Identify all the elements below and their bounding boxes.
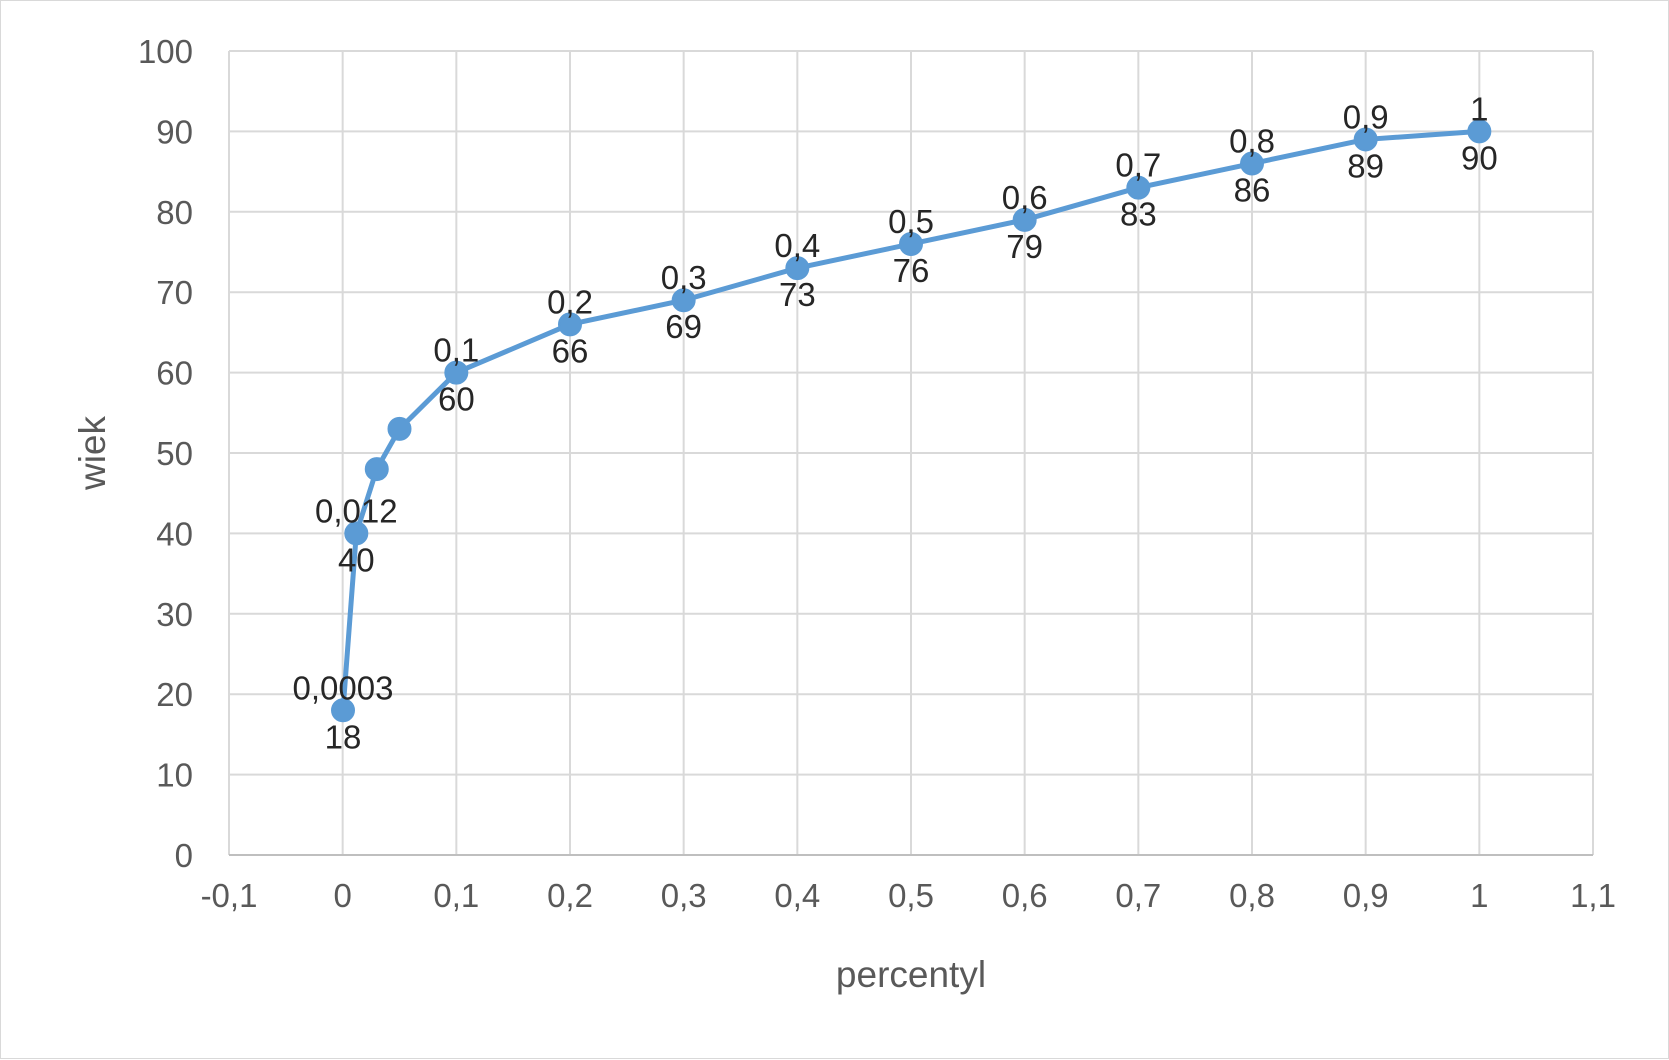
data-point xyxy=(1353,127,1378,152)
data-label-y: 60 xyxy=(438,381,475,418)
data-point xyxy=(1240,151,1264,176)
data-point xyxy=(344,521,369,546)
data-label-x: 0,1 xyxy=(433,332,479,369)
data-point xyxy=(671,288,696,313)
data-label-y: 90 xyxy=(1461,139,1498,176)
data-label-y: 83 xyxy=(1120,196,1157,233)
data-label-y: 89 xyxy=(1347,147,1384,184)
x-tick-label: 0,7 xyxy=(1115,877,1161,914)
data-point xyxy=(899,231,923,256)
x-tick-label: 0,6 xyxy=(1002,877,1048,914)
data-point xyxy=(1467,119,1492,144)
y-tick-label: 70 xyxy=(156,274,193,311)
y-tick-label: 90 xyxy=(156,113,193,150)
x-tick-label: 1,1 xyxy=(1570,877,1616,914)
data-label-x: 1 xyxy=(1470,90,1488,127)
data-label-x: 0,3 xyxy=(661,259,707,296)
data-point xyxy=(444,360,469,385)
data-label-x: 0,5 xyxy=(888,203,934,240)
y-tick-label: 40 xyxy=(156,515,193,552)
data-label-x: 0,9 xyxy=(1343,98,1389,135)
data-series xyxy=(331,119,1492,723)
data-point xyxy=(785,256,810,281)
x-tick-label: 0 xyxy=(333,877,351,914)
data-label-x: 0,4 xyxy=(774,227,820,264)
data-label-y: 73 xyxy=(779,276,816,313)
data-label-y: 69 xyxy=(665,308,702,345)
tick-labels: -0,1 0 0,1 0,2 0,3 0,4 0,5 0,6 0,7 0,8 0,9 1 1,10102… xyxy=(138,33,1616,914)
y-tick-label: 100 xyxy=(138,33,193,70)
gridlines xyxy=(228,50,1594,855)
data-point xyxy=(364,457,389,482)
x-tick-label: 0,8 xyxy=(1229,877,1275,914)
x-tick-label: 0,4 xyxy=(774,877,820,914)
data-label-y: 76 xyxy=(893,252,930,289)
data-point xyxy=(387,416,412,441)
x-tick-label: 0,9 xyxy=(1343,877,1389,914)
data-point xyxy=(331,698,356,723)
x-tick-label: 0,2 xyxy=(547,877,593,914)
data-labels: 0,0003 18 0,012 40 0,1 60 0,2 66 0,3 69 0,4 73 0,5 76… xyxy=(293,90,1498,755)
y-axis-title: wiek xyxy=(72,415,113,491)
data-label-x: 0,6 xyxy=(1002,179,1048,216)
data-label-x: 0,8 xyxy=(1229,123,1275,160)
x-axis-title: percentyl xyxy=(836,954,986,995)
data-label-y: 40 xyxy=(338,541,375,578)
data-label-x: 0,012 xyxy=(315,492,398,529)
data-label-x: 0,0003 xyxy=(293,669,394,706)
y-tick-label: 0 xyxy=(175,837,193,874)
x-tick-label: -0,1 xyxy=(201,877,258,914)
y-tick-label: 50 xyxy=(156,435,193,472)
y-tick-label: 60 xyxy=(156,355,193,392)
x-tick-label: 0,5 xyxy=(888,877,934,914)
x-tick-label: 0,1 xyxy=(433,877,479,914)
data-point xyxy=(1012,207,1037,232)
data-label-y: 79 xyxy=(1006,228,1043,265)
data-point xyxy=(558,312,582,337)
x-tick-label: 0,3 xyxy=(661,877,707,914)
data-label-x: 0,2 xyxy=(547,283,593,320)
data-point xyxy=(1126,175,1151,200)
data-label-x: 0,7 xyxy=(1115,147,1161,184)
y-tick-label: 10 xyxy=(156,757,193,794)
y-tick-label: 80 xyxy=(156,194,193,231)
y-tick-label: 20 xyxy=(156,676,193,713)
data-label-y: 18 xyxy=(325,718,362,755)
data-label-y: 66 xyxy=(552,332,589,369)
data-label-y: 86 xyxy=(1234,172,1271,209)
y-tick-label: 30 xyxy=(156,596,193,633)
x-tick-label: 1 xyxy=(1470,877,1488,914)
